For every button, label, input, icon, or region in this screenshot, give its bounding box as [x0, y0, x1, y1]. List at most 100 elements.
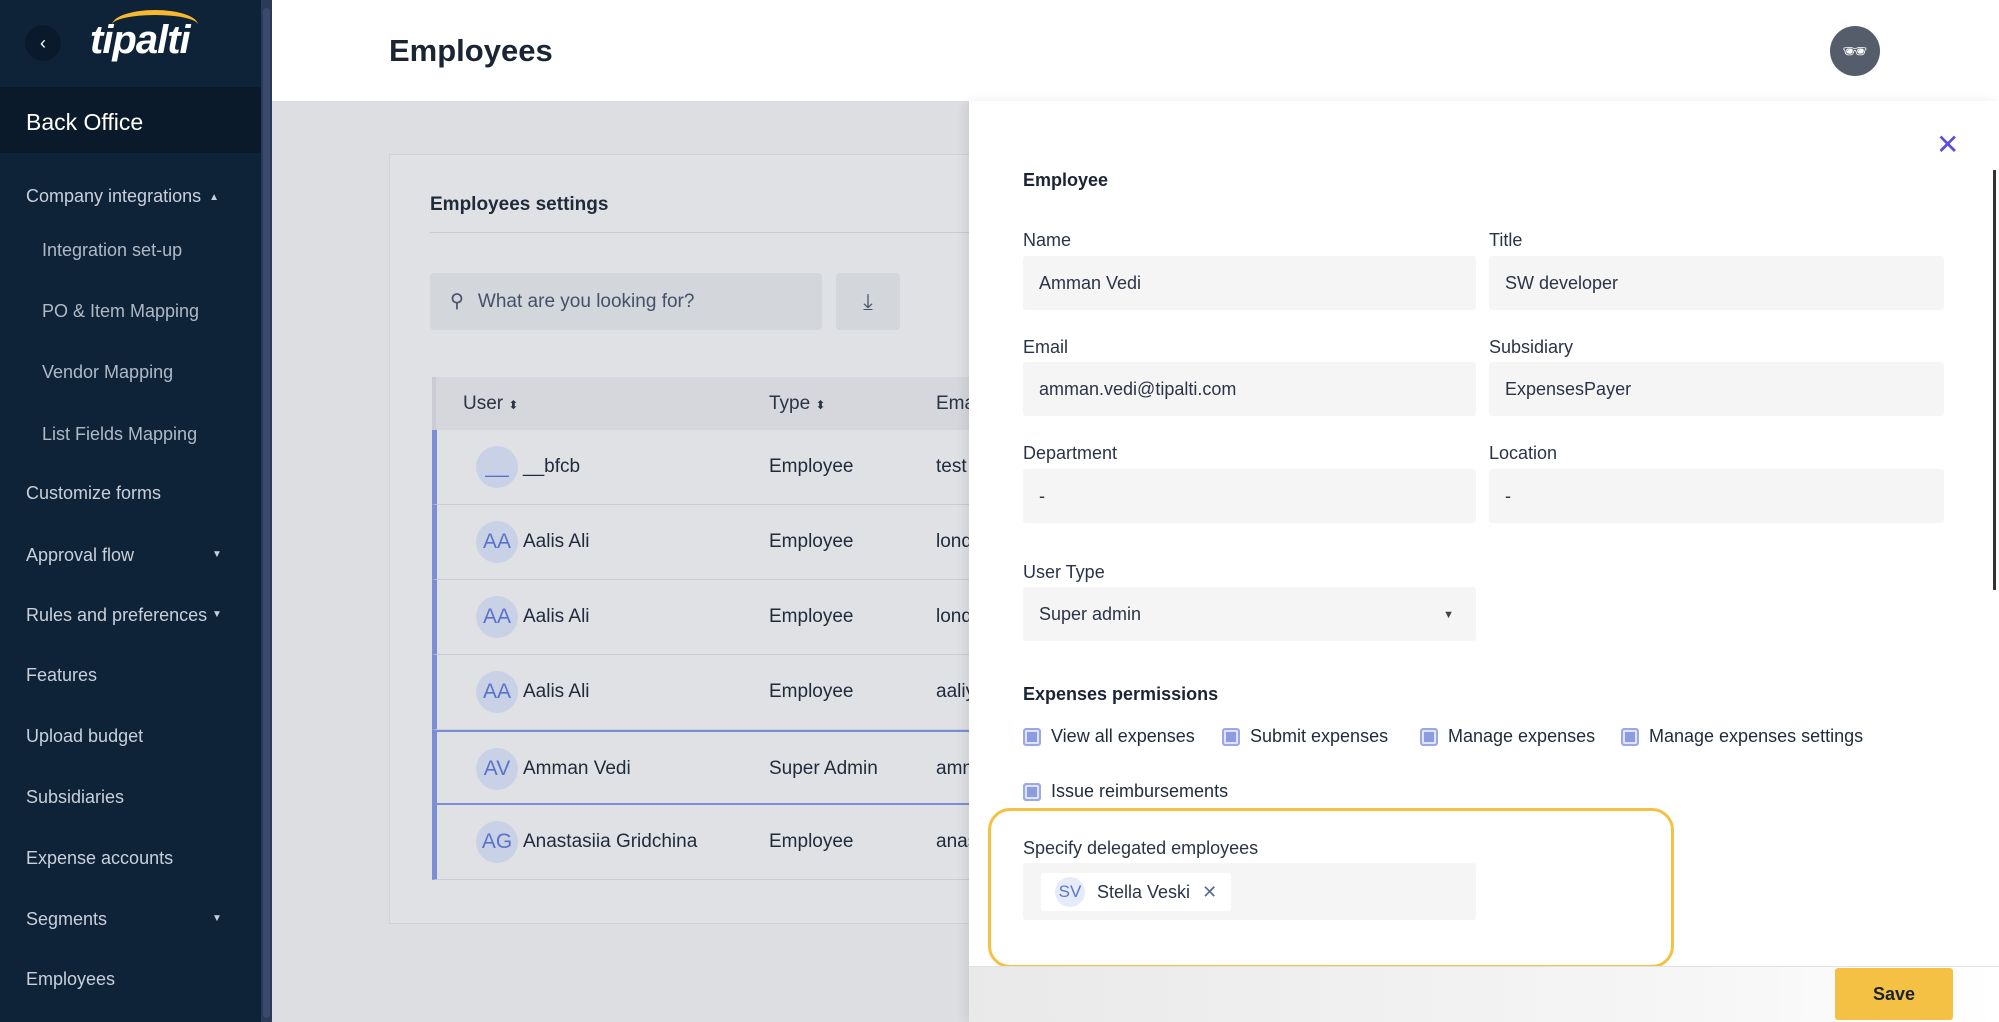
chevron-left-icon: ‹ [40, 32, 46, 53]
sidebar-item[interactable]: Segments [26, 909, 108, 929]
download-button[interactable]: ⤓ [836, 273, 900, 330]
delegate-tag: SV Stella Veski ✕ [1041, 873, 1232, 911]
table-row[interactable]: AA Aalis Ali Employee lond [432, 505, 972, 580]
header [272, 0, 1999, 101]
sidebar-item[interactable]: PO & Item Mapping [42, 301, 200, 321]
sort-icon: ⬍ [508, 398, 519, 412]
avatar: AA [476, 596, 518, 638]
table-row[interactable]: AA Aalis Ali Employee lond [432, 580, 972, 655]
panel-scrollbar[interactable] [1993, 170, 1996, 590]
permission-checkbox[interactable]: Submit expenses [1222, 726, 1388, 747]
search-input[interactable]: ⚲ What are you looking for? [430, 273, 822, 330]
sidebar-item[interactable]: Expense accounts [26, 848, 174, 868]
user-type: Employee [769, 456, 854, 477]
sidebar-item[interactable]: Upload budget [26, 726, 144, 746]
avatar: __ [476, 446, 518, 488]
column-user[interactable]: User ⬍ [463, 393, 519, 414]
title-field[interactable]: SW developer [1489, 256, 1944, 310]
sidebar-item[interactable]: Vendor Mapping [42, 362, 174, 382]
name-field[interactable]: Amman Vedi [1023, 256, 1476, 310]
table-row[interactable]: AA Aalis Ali Employee aaliy [432, 655, 972, 730]
name-label: Name [1023, 230, 1072, 250]
search-placeholder: What are you looking for? [477, 290, 695, 312]
user-email: aaliy [936, 681, 972, 702]
user-email: anas [936, 831, 972, 852]
permission-checkbox[interactable]: Issue reimbursements [1023, 781, 1228, 802]
delegated-employees-input[interactable]: SV Stella Veski ✕ [1023, 863, 1476, 920]
title-label: Title [1489, 230, 1523, 250]
sidebar-item[interactable]: List Fields Mapping [42, 424, 198, 444]
permission-checkbox[interactable]: Manage expenses [1420, 726, 1595, 747]
caret-down-icon: ▼ [1443, 609, 1454, 621]
column-type[interactable]: Type ⬍ [769, 393, 826, 414]
sidebar-item[interactable]: Company integrations ▲ [26, 186, 220, 206]
department-field[interactable]: - [1023, 469, 1476, 523]
download-icon: ⤓ [863, 288, 873, 314]
user-email: lond [936, 531, 972, 552]
avatar: AA [476, 521, 518, 563]
user-menu-avatar[interactable]: 🕶 [1830, 26, 1880, 76]
sidebar-item[interactable]: Features [26, 665, 98, 685]
column-email[interactable]: Email [936, 393, 969, 414]
tag-name: Stella Veski [1097, 881, 1191, 902]
table-row[interactable]: __ __bfcb Employee test [432, 430, 972, 505]
permission-checkbox[interactable]: Manage expenses settings [1621, 726, 1863, 747]
location-label: Location [1489, 443, 1558, 463]
logo-arc [112, 10, 198, 40]
email-label: Email [1023, 337, 1069, 357]
sidebar-scrollbar-thumb[interactable] [263, 8, 270, 1018]
avatar: AG [476, 821, 518, 863]
caret-down-icon: ▼ [212, 549, 222, 560]
subsidiary-label: Subsidiary [1489, 337, 1574, 357]
save-button[interactable]: Save [1835, 968, 1953, 1020]
sidebar-item[interactable]: Rules and preferences [26, 605, 208, 625]
card-title: Employees settings [430, 194, 609, 215]
user-name: Aalis Ali [523, 681, 590, 702]
sort-icon: ⬍ [815, 398, 826, 412]
divider [430, 232, 970, 233]
caret-up-icon: ▲ [209, 191, 220, 203]
sidebar-item[interactable]: Approval flow [26, 545, 135, 565]
remove-tag-icon[interactable]: ✕ [1202, 881, 1218, 902]
panel-footer [969, 967, 1999, 1022]
tipalti-logo: tipalti [90, 18, 191, 62]
user-type: Employee [769, 831, 854, 852]
sidebar-item[interactable]: Integration set-up [42, 240, 183, 260]
collapse-sidebar-button[interactable]: ‹ [25, 25, 61, 61]
divider [969, 966, 1999, 967]
sidebar-item[interactable]: Customize forms [26, 483, 162, 503]
user-type: Employee [769, 681, 854, 702]
subsidiary-field[interactable]: ExpensesPayer [1489, 362, 1944, 416]
user-type: Employee [769, 531, 854, 552]
location-field[interactable]: - [1489, 469, 1944, 523]
user-type-label: User Type [1023, 562, 1105, 582]
checkbox-checked-icon [1420, 727, 1438, 746]
incognito-icon: 🕶 [1842, 40, 1868, 63]
permissions-heading: Expenses permissions [1023, 684, 1219, 704]
user-type: Employee [769, 606, 854, 627]
panel-heading: Employee [1023, 170, 1109, 190]
sidebar-item[interactable]: Employees [26, 969, 116, 989]
sidebar [0, 0, 261, 1022]
page-title: Employees [389, 33, 553, 68]
email-field[interactable]: amman.vedi@tipalti.com [1023, 362, 1476, 416]
table-header [432, 377, 972, 430]
user-name: __bfcb [523, 456, 581, 477]
department-label: Department [1023, 443, 1118, 463]
table-row[interactable]: AV Amman Vedi Super Admin amn [432, 730, 972, 805]
user-email: test [936, 456, 967, 477]
avatar: SV [1055, 877, 1085, 907]
checkbox-checked-icon [1222, 727, 1240, 746]
user-type: Super Admin [769, 758, 878, 779]
permission-checkbox[interactable]: View all expenses [1023, 726, 1195, 747]
user-email: lond [936, 606, 972, 627]
user-type-select[interactable]: Super admin ▼ [1023, 587, 1476, 641]
user-name: Anastasiia Gridchina [523, 831, 698, 852]
checkbox-checked-icon [1023, 782, 1041, 801]
close-icon[interactable]: ✕ [1936, 129, 1960, 160]
search-icon: ⚲ [450, 291, 464, 312]
sidebar-item[interactable]: Subsidiaries [26, 787, 125, 807]
caret-down-icon: ▼ [212, 913, 222, 924]
user-name: Aalis Ali [523, 531, 590, 552]
